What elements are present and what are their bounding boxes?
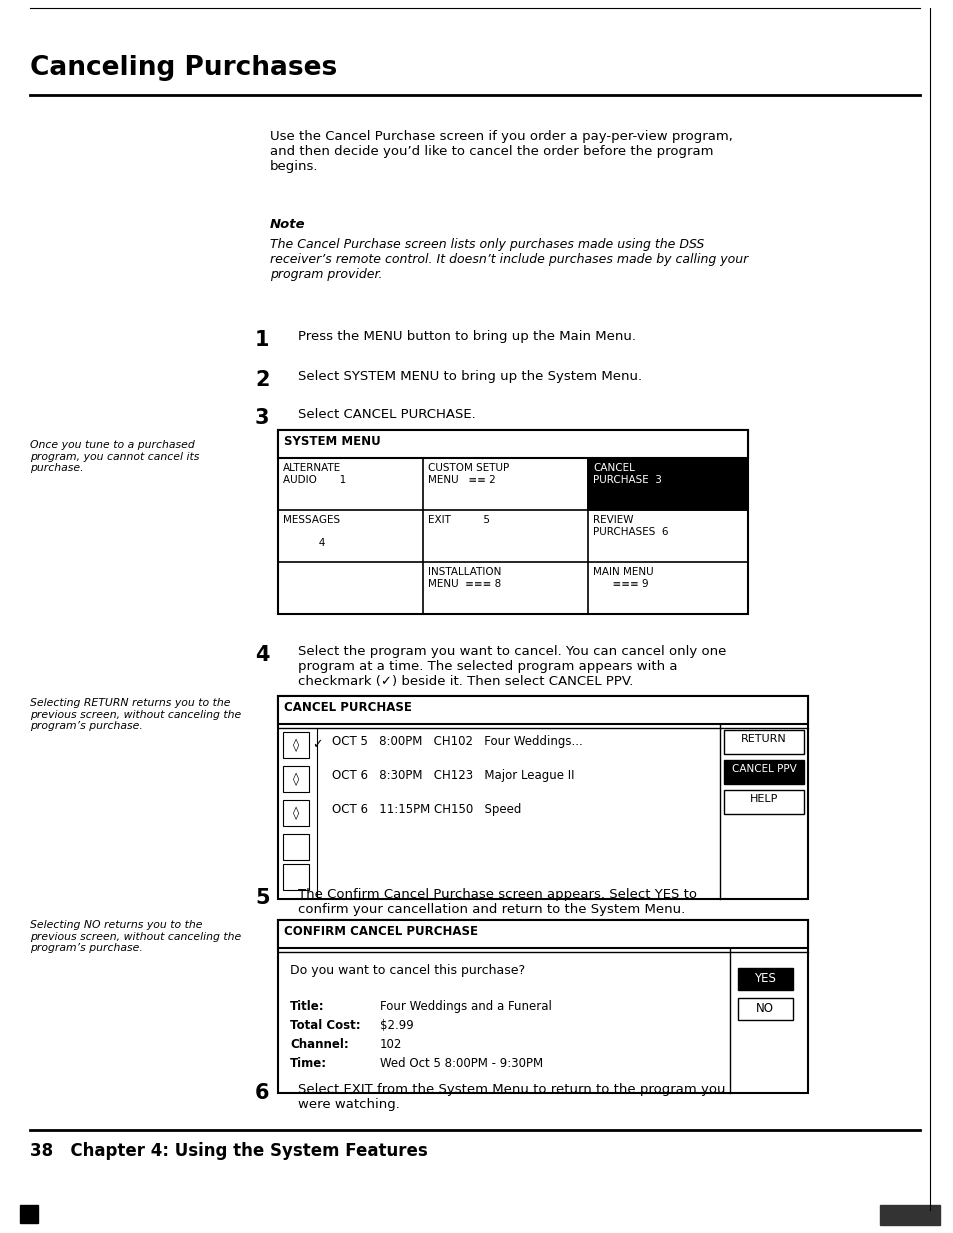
Text: Canceling Purchases: Canceling Purchases bbox=[30, 55, 337, 81]
FancyBboxPatch shape bbox=[587, 457, 747, 510]
Text: CANCEL PURCHASE: CANCEL PURCHASE bbox=[284, 702, 412, 714]
Text: 6: 6 bbox=[254, 1083, 269, 1104]
FancyBboxPatch shape bbox=[738, 997, 792, 1020]
Text: 1: 1 bbox=[254, 330, 269, 350]
FancyBboxPatch shape bbox=[283, 732, 309, 758]
Text: 5: 5 bbox=[254, 888, 270, 907]
Text: ✓: ✓ bbox=[312, 739, 322, 751]
Text: 38   Chapter 4: Using the System Features: 38 Chapter 4: Using the System Features bbox=[30, 1142, 427, 1160]
FancyBboxPatch shape bbox=[879, 1205, 939, 1226]
Text: ◊: ◊ bbox=[293, 806, 298, 820]
FancyBboxPatch shape bbox=[723, 760, 803, 784]
Text: ◊: ◊ bbox=[293, 772, 298, 785]
Text: MESSAGES

           4: MESSAGES 4 bbox=[283, 515, 340, 549]
Text: Use the Cancel Purchase screen if you order a pay-per-view program,
and then dec: Use the Cancel Purchase screen if you or… bbox=[270, 129, 732, 173]
Text: 3: 3 bbox=[254, 408, 269, 428]
Text: Once you tune to a purchased
program, you cannot cancel its
purchase.: Once you tune to a purchased program, yo… bbox=[30, 440, 199, 473]
Text: CANCEL
PURCHASE  3: CANCEL PURCHASE 3 bbox=[593, 464, 661, 485]
Text: Total Cost:: Total Cost: bbox=[290, 1018, 360, 1032]
Text: Do you want to cancel this purchase?: Do you want to cancel this purchase? bbox=[290, 964, 524, 977]
FancyBboxPatch shape bbox=[283, 766, 309, 792]
Text: The Confirm Cancel Purchase screen appears. Select YES to
confirm your cancellat: The Confirm Cancel Purchase screen appea… bbox=[297, 888, 697, 916]
Text: RETURN: RETURN bbox=[740, 734, 786, 743]
FancyBboxPatch shape bbox=[283, 834, 309, 859]
FancyBboxPatch shape bbox=[277, 920, 807, 1092]
Text: 4: 4 bbox=[254, 645, 269, 665]
Text: Title:: Title: bbox=[290, 1000, 324, 1014]
FancyBboxPatch shape bbox=[738, 968, 792, 990]
Text: OCT 5   8:00PM   CH102   Four Weddings...: OCT 5 8:00PM CH102 Four Weddings... bbox=[332, 735, 582, 748]
FancyBboxPatch shape bbox=[277, 695, 807, 899]
Text: YES: YES bbox=[753, 972, 775, 985]
FancyBboxPatch shape bbox=[283, 800, 309, 826]
Text: REVIEW
PURCHASES  6: REVIEW PURCHASES 6 bbox=[593, 515, 668, 536]
Text: Channel:: Channel: bbox=[290, 1038, 349, 1051]
Text: HELP: HELP bbox=[749, 794, 778, 804]
Text: 102: 102 bbox=[379, 1038, 402, 1051]
Text: The Cancel Purchase screen lists only purchases made using the DSS
receiver’s re: The Cancel Purchase screen lists only pu… bbox=[270, 238, 747, 281]
Text: Select SYSTEM MENU to bring up the System Menu.: Select SYSTEM MENU to bring up the Syste… bbox=[297, 370, 641, 383]
Text: CANCEL PPV: CANCEL PPV bbox=[731, 764, 796, 774]
Text: SYSTEM MENU: SYSTEM MENU bbox=[284, 435, 380, 448]
Text: Time:: Time: bbox=[290, 1057, 327, 1070]
Text: Selecting RETURN returns you to the
previous screen, without canceling the
progr: Selecting RETURN returns you to the prev… bbox=[30, 698, 241, 731]
FancyBboxPatch shape bbox=[277, 430, 747, 457]
FancyBboxPatch shape bbox=[283, 864, 309, 890]
Text: Note: Note bbox=[270, 218, 305, 231]
Text: Four Weddings and a Funeral: Four Weddings and a Funeral bbox=[379, 1000, 551, 1014]
Text: Select EXIT from the System Menu to return to the program you
were watching.: Select EXIT from the System Menu to retu… bbox=[297, 1083, 724, 1111]
FancyBboxPatch shape bbox=[723, 730, 803, 755]
FancyBboxPatch shape bbox=[277, 430, 747, 614]
Text: Select CANCEL PURCHASE.: Select CANCEL PURCHASE. bbox=[297, 408, 476, 420]
Text: OCT 6   11:15PM CH150   Speed: OCT 6 11:15PM CH150 Speed bbox=[332, 803, 521, 816]
Text: CONFIRM CANCEL PURCHASE: CONFIRM CANCEL PURCHASE bbox=[284, 925, 477, 938]
Text: ◊: ◊ bbox=[293, 739, 298, 752]
Text: Select the program you want to cancel. You can cancel only one
program at a time: Select the program you want to cancel. Y… bbox=[297, 645, 725, 688]
Text: 2: 2 bbox=[254, 370, 269, 390]
Text: INSTALLATION
MENU  ≡≡≡ 8: INSTALLATION MENU ≡≡≡ 8 bbox=[428, 567, 501, 588]
Text: CUSTOM SETUP
MENU   ≡≡ 2: CUSTOM SETUP MENU ≡≡ 2 bbox=[428, 464, 509, 485]
Text: MAIN MENU
      ≡≡≡ 9: MAIN MENU ≡≡≡ 9 bbox=[593, 567, 653, 588]
Text: OCT 6   8:30PM   CH123   Major League II: OCT 6 8:30PM CH123 Major League II bbox=[332, 769, 574, 782]
Text: $2.99: $2.99 bbox=[379, 1018, 414, 1032]
FancyBboxPatch shape bbox=[277, 695, 807, 724]
Text: Press the MENU button to bring up the Main Menu.: Press the MENU button to bring up the Ma… bbox=[297, 330, 636, 343]
FancyBboxPatch shape bbox=[20, 1205, 38, 1223]
FancyBboxPatch shape bbox=[277, 920, 807, 948]
Text: NO: NO bbox=[755, 1002, 773, 1015]
Text: ALTERNATE
AUDIO       1: ALTERNATE AUDIO 1 bbox=[283, 464, 346, 485]
Text: Selecting NO returns you to the
previous screen, without canceling the
program’s: Selecting NO returns you to the previous… bbox=[30, 920, 241, 953]
Text: Wed Oct 5 8:00PM - 9:30PM: Wed Oct 5 8:00PM - 9:30PM bbox=[379, 1057, 542, 1070]
FancyBboxPatch shape bbox=[723, 790, 803, 814]
Text: EXIT          5: EXIT 5 bbox=[428, 515, 490, 525]
